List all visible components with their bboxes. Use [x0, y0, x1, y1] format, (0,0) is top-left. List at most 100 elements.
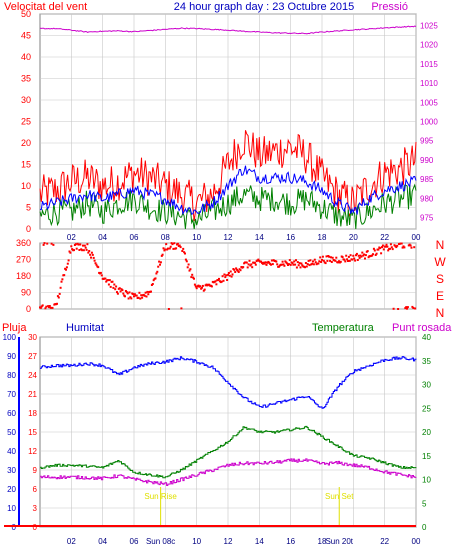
bottom-x-tick-label: 04 — [98, 537, 107, 546]
direction-point — [280, 263, 283, 266]
direction-point — [414, 307, 417, 310]
direction-point — [381, 246, 383, 249]
rain-y-tick-label: 0 — [12, 523, 17, 532]
direction-point — [77, 243, 80, 246]
temperature-y-tick-label: 30 — [422, 381, 431, 390]
direction-point — [42, 243, 45, 246]
direction-point — [301, 264, 304, 267]
direction-point — [348, 259, 351, 262]
direction-point — [169, 245, 172, 248]
direction-point — [257, 258, 260, 261]
direction-point — [390, 246, 393, 249]
direction-point — [168, 247, 171, 250]
direction-point — [247, 263, 250, 266]
wind-x-tick-label: 10 — [192, 233, 201, 242]
bottom-x-tick-label: 12 — [224, 537, 233, 546]
bottom-x-tick-label: 22 — [380, 537, 389, 546]
direction-point — [225, 274, 228, 277]
direction-point — [89, 253, 92, 256]
pressure-y-tick-label: 980 — [420, 194, 434, 203]
direction-point — [201, 284, 204, 287]
direction-point — [83, 244, 86, 247]
direction-point — [141, 296, 144, 299]
direction-point — [167, 308, 170, 310]
direction-point — [353, 257, 356, 260]
direction-point — [381, 244, 384, 247]
direction-point — [124, 295, 126, 298]
direction-point — [330, 256, 332, 259]
direction-point — [343, 258, 346, 261]
direction-point — [260, 260, 263, 263]
humidity-y-tick-label: 27 — [28, 352, 37, 361]
direction-point — [143, 294, 146, 297]
direction-point — [195, 287, 198, 290]
direction-point — [296, 261, 299, 264]
direction-point — [82, 249, 85, 252]
direction-point — [118, 287, 121, 290]
direction-point — [413, 246, 416, 249]
direction-point — [190, 276, 193, 279]
direction-point — [313, 258, 316, 261]
direction-point — [203, 288, 206, 291]
direction-point — [191, 273, 194, 276]
direction-point — [218, 277, 220, 280]
direction-point — [318, 260, 321, 263]
direction-point — [109, 285, 112, 288]
direction-point — [305, 265, 308, 268]
rain-y-tick-label: 100 — [3, 333, 17, 342]
direction-point — [158, 260, 161, 263]
direction-point — [133, 293, 136, 296]
pressure-y-tick-label: 1015 — [420, 60, 438, 69]
direction-point — [354, 259, 357, 262]
direction-point — [104, 277, 107, 280]
direction-point — [338, 260, 340, 263]
wind-average-series — [39, 165, 417, 216]
direction-point — [151, 283, 154, 285]
temperature-y-tick-label: 15 — [422, 452, 431, 461]
direction-point — [154, 277, 157, 280]
compass-label: S — [436, 272, 444, 286]
direction-point — [129, 296, 132, 299]
rain-y-tick-label: 40 — [7, 447, 16, 456]
direction-point — [167, 247, 169, 250]
direction-point — [230, 275, 233, 278]
direction-point — [60, 280, 63, 283]
direction-point — [330, 261, 333, 263]
direction-point — [144, 291, 147, 294]
direction-point — [384, 245, 387, 248]
direction-point — [155, 272, 158, 275]
direction-point — [82, 244, 84, 247]
direction-point — [250, 263, 253, 266]
wind-x-tick-label: 18 — [318, 233, 327, 242]
wind-y-tick-label: 5 — [26, 203, 31, 213]
pressure-y-tick-label: 990 — [420, 156, 434, 165]
direction-point — [300, 262, 303, 265]
temperature-y-tick-label: 0 — [422, 523, 427, 532]
direction-point — [160, 254, 163, 257]
direction-point — [289, 263, 292, 266]
direction-point — [172, 247, 175, 250]
direction-point — [124, 290, 127, 292]
direction-point — [112, 286, 115, 289]
direction-point — [355, 254, 357, 257]
direction-point — [386, 245, 389, 248]
direction-point — [311, 262, 314, 265]
direction-point — [214, 280, 217, 283]
humidity-y-tick-label: 9 — [33, 466, 38, 475]
direction-point — [347, 255, 350, 258]
direction-point — [184, 258, 187, 261]
direction-point — [379, 247, 382, 250]
direction-point — [176, 242, 179, 245]
wind-x-tick-label: 08 — [161, 233, 170, 242]
direction-point — [178, 244, 181, 247]
direction-point — [246, 266, 249, 269]
direction-point — [137, 296, 140, 299]
humidity-title: Humitat — [66, 322, 104, 334]
direction-point — [147, 293, 150, 296]
direction-point — [295, 259, 297, 262]
direction-point — [58, 292, 61, 295]
direction-point — [339, 260, 342, 263]
direction-point — [71, 248, 74, 251]
direction-point — [159, 263, 161, 266]
direction-point — [49, 306, 52, 309]
